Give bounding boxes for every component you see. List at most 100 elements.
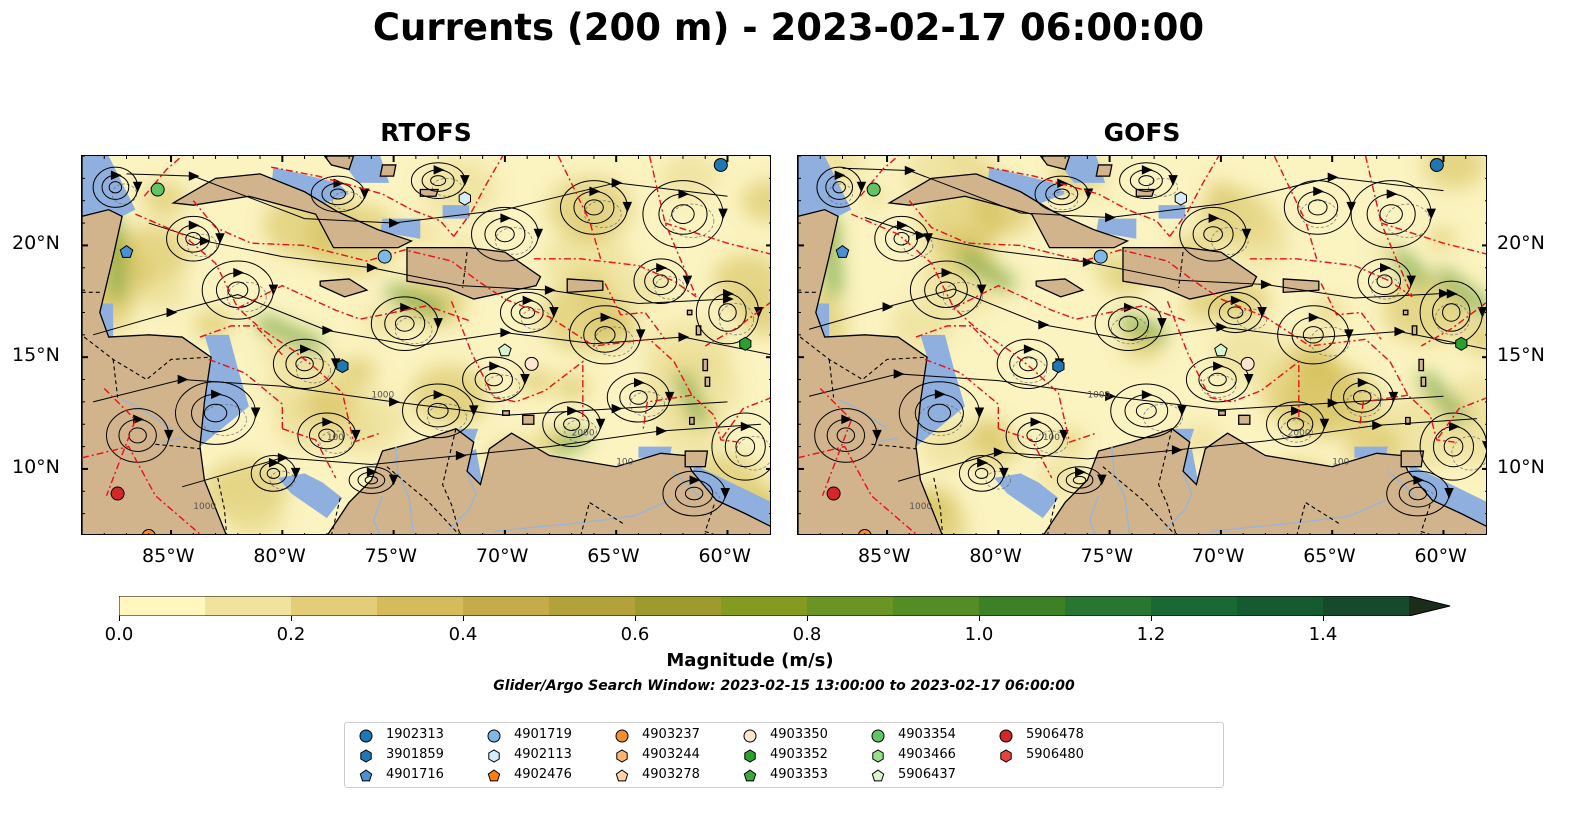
legend-marker-4903350[interactable] [743,729,757,743]
colorbar [119,596,1451,616]
legend-marker-4902476[interactable] [487,769,501,782]
float-marker-5906437[interactable] [498,343,512,357]
float-marker-4903237[interactable] [142,529,156,536]
float-marker-4901719[interactable] [1093,249,1108,264]
colorbar-segment [721,596,808,616]
streamlines [808,162,1486,517]
legend-marker-4903278[interactable] [615,769,629,782]
float-marker-4903352[interactable] [1455,336,1468,351]
map-panel-rtofs[interactable]: 1000 100 2000 1000 100 [81,155,771,535]
float-marker-4903354[interactable] [150,182,165,197]
search-window-text: Glider/Argo Search Window: 2023-02-15 13… [493,678,1075,694]
colorbar-tick-label: 1.0 [964,624,994,645]
legend-label: 4903352 [770,747,828,762]
legend-marker-5906437[interactable] [871,769,885,782]
float-marker-4901716[interactable] [119,244,134,258]
frame-ticks [798,156,1486,534]
colorbar-tick [806,616,808,621]
legend-label: 4902476 [514,767,572,782]
legend-marker-4903353[interactable] [743,769,757,782]
float-marker-1902313[interactable] [713,157,728,172]
colorbar-tick-label: 1.2 [1136,624,1166,645]
lat-tick-label-right: 20°N [1497,232,1545,255]
colorbar-tick-label: 0.6 [620,624,650,645]
legend-label: 4903466 [898,747,956,762]
lon-tick-label: 65°W [1303,545,1356,567]
legend-marker-4901719[interactable] [487,729,501,743]
colorbar-segment [807,596,894,616]
panel-title-gofs: GOFS [1103,118,1181,147]
legend-label: 1902313 [386,727,444,742]
legend-marker-4903466[interactable] [872,749,884,763]
colorbar-segment [377,596,464,616]
contour-label: 1000 [1087,390,1110,400]
float-marker-3901859[interactable] [1052,359,1065,374]
legend-marker-4902113[interactable] [488,749,500,763]
legend-label: 4903237 [642,727,700,742]
float-marker-4903350[interactable] [524,356,539,371]
float-marker-1902313[interactable] [1429,157,1444,172]
lon-tick-label: 75°W [1080,545,1134,567]
contour-label: 1000 [193,502,216,512]
float-marker-4901719[interactable] [377,249,392,264]
contour-label: 100 [1332,457,1349,467]
eez-boundaries [798,156,1486,534]
legend-label: 5906478 [1026,727,1084,742]
legend: 1902313 3901859 4901716 4901719 4902113 49024… [344,722,1224,788]
colorbar-tick [978,616,980,621]
legend-label: 4903278 [642,767,700,782]
streamlines [92,162,770,517]
colorbar-segment [1065,596,1152,616]
float-marker-4902113[interactable] [1174,191,1187,206]
float-marker-4902113[interactable] [458,191,471,206]
contour-label: 100 [1043,433,1060,443]
colorbar-segment [463,596,550,616]
float-marker-4903354[interactable] [866,182,881,197]
map-panel-gofs[interactable]: 1000 100 2000 1000 100 [797,155,1487,535]
lat-tick-label-right: 15°N [1497,344,1545,367]
contour-label: 100 [616,457,633,467]
legend-marker-4903354[interactable] [871,729,885,743]
colorbar-tick-label: 0.2 [276,624,306,645]
legend-marker-3901859[interactable] [360,749,372,763]
colorbar-tick [1322,616,1324,621]
float-marker-4901716[interactable] [835,244,850,258]
legend-marker-4903244[interactable] [616,749,628,763]
colorbar-segment [205,596,292,616]
float-marker-4903352[interactable] [739,336,752,351]
rivers [837,399,1418,534]
colorbar-tick-label: 0.4 [448,624,478,645]
lon-tick-label: 85°W [142,545,195,567]
float-marker-5906478[interactable] [110,486,125,501]
float-marker-4903350[interactable] [1240,356,1255,371]
float-marker-4903237[interactable] [858,529,872,536]
lon-tick-label: 70°W [1191,545,1245,567]
legend-label: 4903353 [770,767,828,782]
colorbar-tick [290,616,292,621]
colorbar-tick-label: 1.4 [1308,624,1338,645]
legend-marker-4903237[interactable] [615,729,629,743]
lon-tick-label: 60°W [1414,545,1467,567]
legend-marker-5906478[interactable] [999,729,1013,743]
float-marker-5906478[interactable] [826,486,841,501]
colorbar-extend-arrow [1409,596,1450,616]
colorbar-tick [1150,616,1152,621]
float-marker-5906437[interactable] [1214,343,1228,357]
lat-tick-label-left: 15°N [12,344,60,367]
legend-marker-1902313[interactable] [359,729,373,743]
legend-marker-4903352[interactable] [744,749,756,763]
contour-label: 2000 [572,428,595,438]
float-marker-3901859[interactable] [336,359,349,374]
page-title: Currents (200 m) - 2023-02-17 06:00:00 [372,6,1205,49]
lat-tick-label-left: 10°N [12,455,60,478]
legend-label: 5906437 [898,767,956,782]
contour-label: 1000 [371,390,394,400]
contour-label: 1000 [909,502,932,512]
lon-tick-label: 70°W [475,545,529,567]
legend-marker-5906480[interactable] [1000,749,1012,763]
colorbar-tick [462,616,464,621]
legend-marker-4901716[interactable] [359,769,373,782]
eez-boundaries [82,156,770,534]
colorbar-tick [634,616,636,621]
colorbar-segment [635,596,722,616]
